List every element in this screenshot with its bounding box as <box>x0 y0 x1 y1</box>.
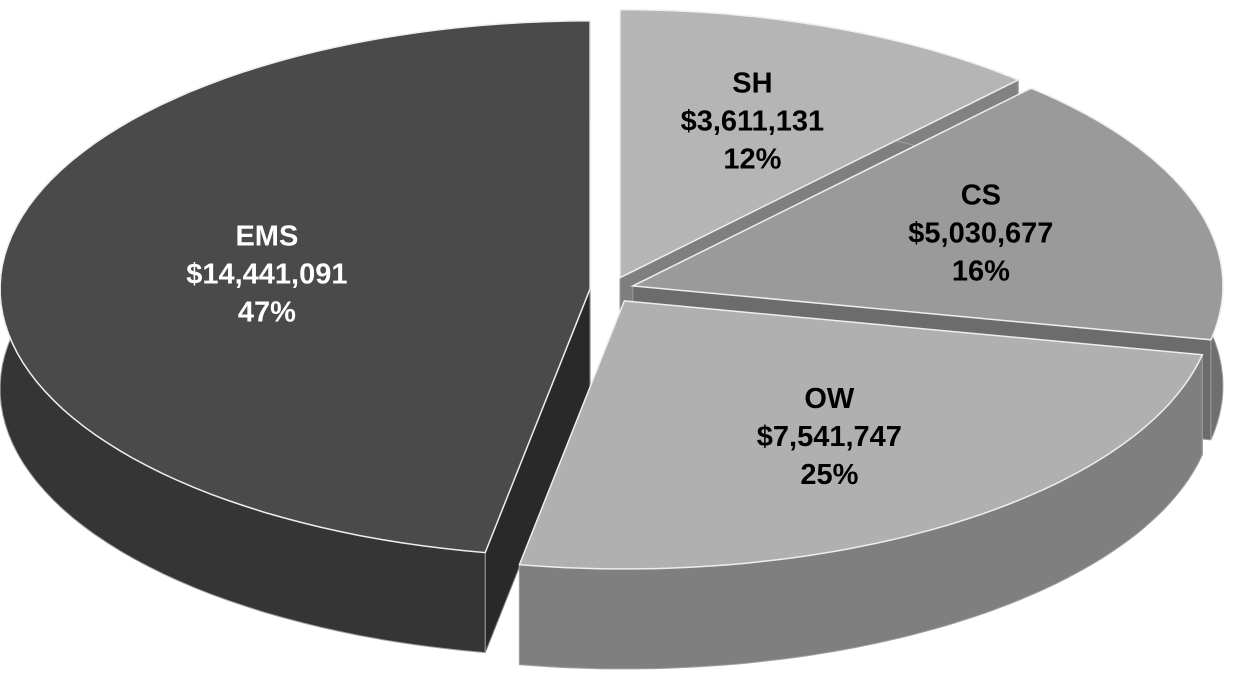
slice-label: SH <box>732 67 772 99</box>
slice-top <box>0 20 591 554</box>
slice-label: EMS <box>235 220 298 252</box>
percent-label: 25% <box>800 459 858 491</box>
value-label: $14,441,091 <box>186 258 347 290</box>
slice-top <box>630 87 1224 341</box>
slice <box>518 300 1204 670</box>
slice-top <box>619 8 1021 279</box>
slice <box>0 20 591 654</box>
percent-label: 16% <box>952 255 1010 287</box>
value-label: $7,541,747 <box>757 421 902 453</box>
value-label: $3,611,131 <box>681 105 825 137</box>
slice-top <box>518 300 1204 570</box>
slice-label: OW <box>804 383 855 415</box>
value-label: $5,030,677 <box>908 217 1053 249</box>
percent-label: 47% <box>238 296 296 328</box>
percent-label: 12% <box>723 143 781 175</box>
slice-label: CS <box>961 179 1001 211</box>
